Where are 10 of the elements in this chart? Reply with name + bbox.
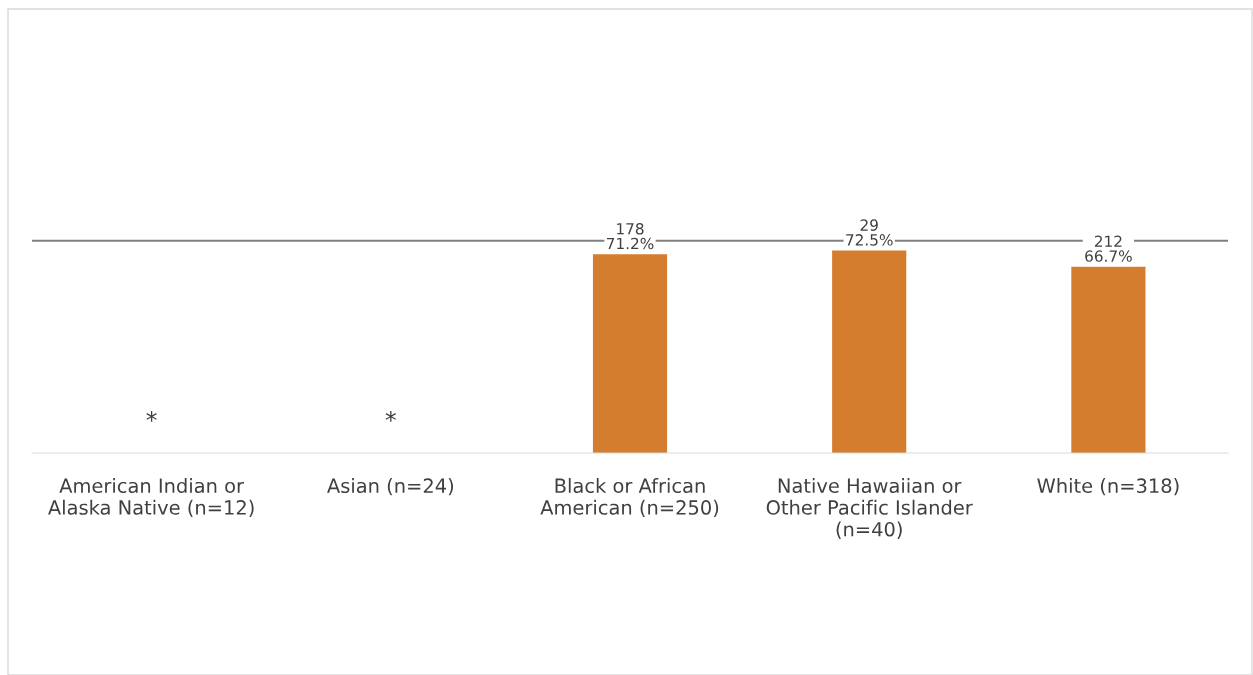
- data-label: 178 71.2%: [606, 222, 654, 250]
- text: *: [146, 411, 157, 422]
- x-tick-label: Native Hawaiian or Other Pacific Islander (n=40): [766, 478, 973, 539]
- x-tick-label: American Indian or Alaska Native (n=12): [48, 478, 254, 518]
- data-label: 212 66.7%: [1085, 235, 1132, 262]
- data-label: 29 72.5%: [846, 219, 893, 246]
- text: *: [385, 411, 396, 422]
- x-tick-label: Black or African American (n=250): [540, 478, 719, 518]
- x-tick-label: Asian (n=24): [327, 478, 454, 496]
- x-tick-label: White (n=318): [1037, 478, 1179, 496]
